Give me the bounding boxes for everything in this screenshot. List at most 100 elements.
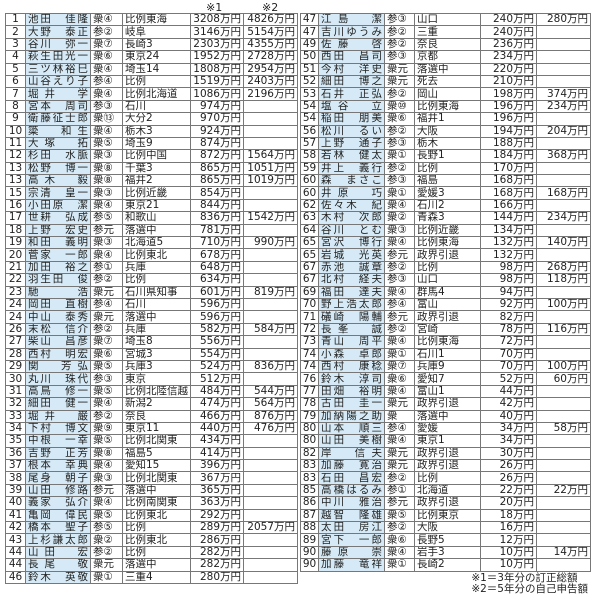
self-reported-cell <box>536 223 591 238</box>
district-cell: 政界引退 <box>414 248 481 262</box>
self-reported-cell <box>243 434 298 448</box>
table-row: 60 森 まさこ 参③ 福島 168万円 <box>300 174 591 188</box>
district-cell: 比例近畿 <box>414 223 481 238</box>
table-row: 39 山田 修路 参元 落選中 365万円 <box>5 483 298 498</box>
self-reported-cell <box>243 483 298 498</box>
table-row: 42 橋本 聖子 参⑤ 比例 289万円 2057万円 <box>5 520 298 535</box>
self-reported-cell <box>243 496 298 510</box>
name-cell: 末松 信介 <box>25 322 91 337</box>
chamber-term-cell: 衆③ <box>90 236 123 250</box>
name-cell: 鈴木 英敬 <box>25 570 91 584</box>
corrected-total-cell: 781万円 <box>190 223 244 238</box>
name-cell: 中山 泰秀 <box>25 310 91 324</box>
table-row: 76 鈴木 淳司 衆⑥ 愛知7 52万円 60万円 <box>300 372 591 386</box>
district-cell: 比例東北 <box>122 533 191 547</box>
rank-cell: 86 <box>300 496 319 510</box>
rank-cell: 32 <box>5 397 26 411</box>
corrected-total-cell: 52万円 <box>480 372 537 386</box>
rank-cell: 36 <box>5 446 26 461</box>
table-row: 27 柴山 昌彦 衆⑦ 埼玉8 556万円 <box>5 335 298 349</box>
table-row: 80 山田 美樹 衆④ 東京1 34万円 <box>300 434 591 448</box>
self-reported-cell <box>536 25 591 39</box>
name-cell: 赤池 誠章 <box>318 260 385 275</box>
name-cell: 今村 洋史 <box>318 62 385 76</box>
chamber-term-cell: 衆⑤ <box>384 508 415 523</box>
corrected-total-cell: 30万円 <box>480 446 537 461</box>
district-cell: 埼玉8 <box>122 335 191 349</box>
district-cell: 大分2 <box>122 112 191 126</box>
self-reported-cell <box>243 99 298 114</box>
name-cell: 山本 順三 <box>318 421 385 436</box>
self-reported-cell <box>536 446 591 461</box>
table-row: 26 末松 信介 参② 兵庫 582万円 584万円 <box>5 322 298 337</box>
district-cell: 石川 <box>122 99 191 114</box>
chamber-term-cell: 衆⑥ <box>384 533 415 547</box>
table-row: 8 宮本 周司 参③ 石川 974万円 <box>5 99 298 114</box>
name-cell: 礒崎 陽輔 <box>318 310 385 324</box>
self-reported-cell <box>536 397 591 411</box>
name-cell: 杉田 水脈 <box>25 149 91 163</box>
self-reported-cell <box>536 248 591 262</box>
self-reported-cell <box>243 446 298 461</box>
table-row: 51 今村 洋史 衆元 落選中 220万円 <box>300 62 591 76</box>
district-cell: 富山 <box>414 297 481 312</box>
rank-cell: 4 <box>5 50 26 64</box>
self-reported-cell <box>243 260 298 275</box>
chamber-term-cell: 衆④ <box>384 236 415 250</box>
name-cell: 上杉謙太郎 <box>25 533 91 547</box>
name-cell: 木村 次郎 <box>318 211 385 225</box>
self-reported-cell: 2728万円 <box>243 50 298 64</box>
corrected-total-cell: 3146万円 <box>190 25 244 39</box>
district-cell: 兵庫 <box>122 260 191 275</box>
chamber-term-cell: 参② <box>384 87 415 101</box>
district-cell: 石川2 <box>414 198 481 213</box>
chamber-term-cell: 参⑤ <box>90 520 123 535</box>
chamber-term-cell: 衆④ <box>384 434 415 448</box>
chamber-term-cell: 衆① <box>384 186 415 200</box>
chamber-term-cell: 参③ <box>384 273 415 287</box>
rank-cell: 56 <box>300 124 319 138</box>
corrected-total-cell: 865万円 <box>190 161 244 176</box>
district-cell: 山口 <box>414 273 481 287</box>
name-cell: 藤原 崇 <box>318 545 385 560</box>
chamber-term-cell: 衆④ <box>90 496 123 510</box>
rank-cell: 38 <box>5 471 26 485</box>
district-cell: 死去 <box>414 74 481 89</box>
table-row: 30 丸川 珠代 参③ 東京 512万円 <box>5 372 298 386</box>
name-cell: 丸川 珠代 <box>25 372 91 386</box>
corrected-total-cell: 18万円 <box>480 508 537 523</box>
self-reported-cell <box>536 520 591 535</box>
rank-cell: 59 <box>300 161 319 176</box>
chamber-term-cell: 衆⑧ <box>90 446 123 461</box>
rank-cell: 54 <box>300 99 319 114</box>
corrected-total-cell: 168万円 <box>480 186 537 200</box>
chamber-term-cell: 衆⑦ <box>90 37 123 52</box>
chamber-term-cell: 参元 <box>384 496 415 510</box>
table-row: 74 小森 卓郎 衆① 石川1 70万円 <box>300 347 591 361</box>
rank-cell: 23 <box>5 285 26 300</box>
rank-cell: 11 <box>5 136 26 151</box>
district-cell: 福井2 <box>122 174 191 188</box>
rank-cell: 58 <box>300 149 319 163</box>
district-cell: 比例東北 <box>122 508 191 523</box>
rank-cell: 64 <box>300 223 319 238</box>
corrected-total-cell: 363万円 <box>190 496 244 510</box>
self-reported-cell: 280万円 <box>536 12 591 27</box>
name-cell: 堀井 学 <box>25 87 91 101</box>
self-reported-cell <box>243 545 298 560</box>
corrected-total-cell: 92万円 <box>480 297 537 312</box>
name-cell: 井上 義行 <box>318 161 385 176</box>
name-cell: 山田 宏 <box>25 545 91 560</box>
self-reported-cell <box>536 558 591 572</box>
rank-cell: 44 <box>5 558 26 572</box>
rank-cell: 71 <box>300 310 319 324</box>
corrected-total-cell: 512万円 <box>190 372 244 386</box>
district-cell: 長崎3 <box>122 37 191 52</box>
district-cell: 東京21 <box>122 198 191 213</box>
corrected-total-cell: 596万円 <box>190 297 244 312</box>
district-cell: 山口 <box>414 12 481 27</box>
corrected-total-cell: 601万円 <box>190 285 244 300</box>
chamber-term-cell: 参元 <box>384 310 415 324</box>
name-cell: 加藤 寛治 <box>318 459 385 473</box>
name-cell: 古田 圭一 <box>318 397 385 411</box>
